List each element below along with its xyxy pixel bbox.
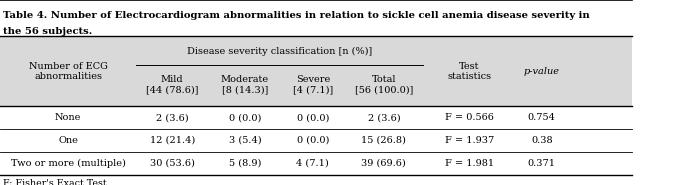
Text: Disease severity classification [n (%)]: Disease severity classification [n (%)] — [187, 46, 372, 56]
Text: 0.38: 0.38 — [531, 136, 552, 145]
Text: 3 (5.4): 3 (5.4) — [228, 136, 261, 145]
Text: 5 (8.9): 5 (8.9) — [228, 159, 261, 168]
Text: 0 (0.0): 0 (0.0) — [297, 113, 329, 122]
Text: 0 (0.0): 0 (0.0) — [297, 136, 329, 145]
Text: 39 (69.6): 39 (69.6) — [361, 159, 406, 168]
Text: 12 (21.4): 12 (21.4) — [149, 136, 195, 145]
Text: p-value: p-value — [524, 67, 560, 76]
Text: 0.754: 0.754 — [528, 113, 556, 122]
Text: 0 (0.0): 0 (0.0) — [228, 113, 261, 122]
Text: Table 4. Number of Electrocardiogram abnormalities in relation to sickle cell an: Table 4. Number of Electrocardiogram abn… — [3, 11, 590, 20]
Text: Number of ECG
abnormalities: Number of ECG abnormalities — [29, 62, 107, 81]
Text: Total
[56 (100.0)]: Total [56 (100.0)] — [355, 75, 413, 95]
Text: 2 (3.6): 2 (3.6) — [156, 113, 189, 122]
Text: One: One — [58, 136, 78, 145]
Text: F = 1.937: F = 1.937 — [444, 136, 494, 145]
Text: F = 0.566: F = 0.566 — [444, 113, 493, 122]
Text: 2 (3.6): 2 (3.6) — [367, 113, 400, 122]
Text: Two or more (multiple): Two or more (multiple) — [10, 159, 125, 168]
Text: None: None — [55, 113, 81, 122]
Text: Test
statistics: Test statistics — [447, 62, 491, 81]
Text: the 56 subjects.: the 56 subjects. — [3, 27, 92, 36]
FancyBboxPatch shape — [0, 36, 632, 106]
Text: Mild
[44 (78.6)]: Mild [44 (78.6)] — [146, 75, 199, 95]
Text: Severe
[4 (7.1)]: Severe [4 (7.1)] — [292, 75, 333, 95]
Text: F = 1.981: F = 1.981 — [444, 159, 494, 168]
Text: 4 (7.1): 4 (7.1) — [297, 159, 329, 168]
Text: 15 (26.8): 15 (26.8) — [361, 136, 407, 145]
Text: Moderate
[8 (14.3)]: Moderate [8 (14.3)] — [221, 75, 269, 95]
FancyBboxPatch shape — [0, 0, 632, 36]
Text: 0.371: 0.371 — [528, 159, 556, 168]
Text: F: Fisher's Exact Test: F: Fisher's Exact Test — [3, 179, 107, 185]
Text: 30 (53.6): 30 (53.6) — [150, 159, 195, 168]
